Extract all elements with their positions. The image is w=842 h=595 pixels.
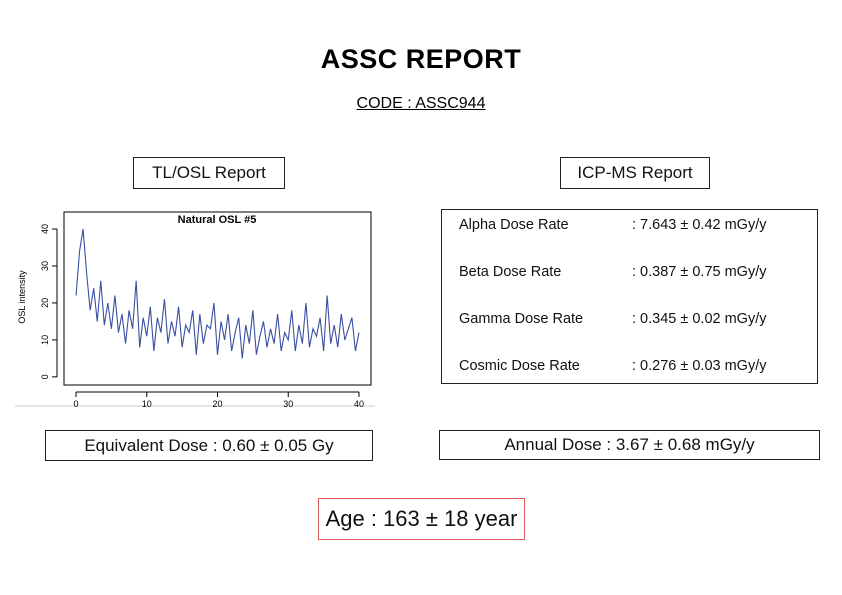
report-code-wrap: CODE : ASSC944 bbox=[0, 95, 842, 113]
dose-value: : 0.345 ± 0.02 mGy/y bbox=[632, 311, 767, 327]
dose-label: Alpha Dose Rate bbox=[459, 217, 569, 233]
y-tick-label: 40 bbox=[40, 224, 50, 234]
annual-dose: Annual Dose : 3.67 ± 0.68 mGy/y bbox=[439, 430, 820, 460]
y-tick-label: 10 bbox=[40, 335, 50, 345]
x-tick-label: 10 bbox=[142, 399, 152, 409]
icpms-table bbox=[441, 209, 818, 384]
x-tick-label: 0 bbox=[74, 399, 79, 409]
x-tick-label: 20 bbox=[212, 399, 222, 409]
dose-value: : 0.276 ± 0.03 mGy/y bbox=[632, 358, 767, 374]
icpms-title: ICP-MS Report bbox=[560, 157, 710, 189]
dose-label: Gamma Dose Rate bbox=[459, 311, 584, 327]
equivalent-dose: Equivalent Dose : 0.60 ± 0.05 Gy bbox=[45, 430, 373, 461]
report-title: ASSC REPORT bbox=[320, 44, 522, 74]
x-tick-label: 30 bbox=[283, 399, 293, 409]
y-axis-label: OSL intensity bbox=[17, 270, 27, 324]
osl-line bbox=[75, 228, 360, 359]
plot-frame bbox=[63, 211, 372, 386]
dose-label: Cosmic Dose Rate bbox=[459, 358, 580, 374]
y-tick-label: 20 bbox=[40, 298, 50, 308]
chart-title: Natural OSL #5 bbox=[178, 214, 257, 226]
dose-value: : 7.643 ± 0.42 mGy/y bbox=[632, 217, 767, 233]
report-code: CODE : ASSC944 bbox=[356, 95, 486, 112]
y-tick-label: 30 bbox=[40, 261, 50, 271]
tlosl-title: TL/OSL Report bbox=[133, 157, 285, 189]
dose-label: Beta Dose Rate bbox=[459, 264, 562, 280]
age: Age : 163 ± 18 year bbox=[318, 498, 525, 540]
dose-value: : 0.387 ± 0.75 mGy/y bbox=[632, 264, 767, 280]
x-tick-label: 40 bbox=[354, 399, 364, 409]
y-tick-label: 0 bbox=[40, 374, 50, 379]
